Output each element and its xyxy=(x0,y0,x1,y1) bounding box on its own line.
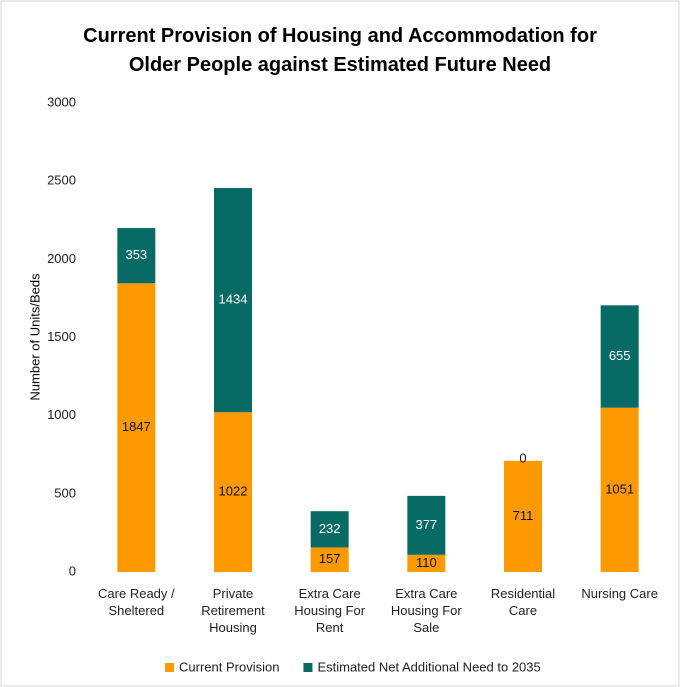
data-label: 711 xyxy=(513,508,534,523)
y-tick-label: 0 xyxy=(69,563,76,578)
bar-segment xyxy=(407,554,446,572)
legend-swatch xyxy=(165,663,174,672)
y-axis-label: Number of Units/Beds xyxy=(27,273,42,401)
bar-segment xyxy=(310,547,349,572)
y-tick-label: 2000 xyxy=(47,251,76,266)
data-label: 1051 xyxy=(605,481,634,496)
data-label: 377 xyxy=(415,517,437,532)
chart-title: Current Provision of Housing and Accommo… xyxy=(83,25,597,76)
data-label: 157 xyxy=(319,551,341,566)
data-label: 0 xyxy=(519,450,526,465)
bar-segment xyxy=(504,460,542,572)
bar-segment xyxy=(117,283,156,572)
y-tick-label: 1000 xyxy=(47,407,76,422)
x-tick-label: Extra Care Housing For Sale xyxy=(390,586,462,635)
y-tick-label: 2500 xyxy=(47,173,76,188)
bar-segment xyxy=(407,495,446,555)
legend-swatch xyxy=(303,663,313,672)
bar-segment xyxy=(600,305,639,408)
y-tick-label: 1500 xyxy=(47,329,76,344)
x-tick-label: Extra Care Housing For Rent xyxy=(294,586,366,635)
x-tick-label: Private Retirement Housing xyxy=(201,586,265,635)
data-label: 655 xyxy=(609,348,631,363)
data-label: 110 xyxy=(416,555,437,570)
bar-segment xyxy=(600,407,639,572)
bar-segment xyxy=(117,228,156,284)
bar-segment xyxy=(214,188,252,413)
legend-label: Estimated Net Additional Need to 2035 xyxy=(317,659,540,674)
data-label: 232 xyxy=(319,521,341,536)
x-tick-label: Nursing Care xyxy=(581,586,658,601)
data-label: 1022 xyxy=(219,484,248,499)
y-tick-label: 3000 xyxy=(47,94,76,109)
x-tick-label: Care Ready / Sheltered xyxy=(98,586,175,618)
y-tick-label: 500 xyxy=(54,485,76,500)
legend-label: Current Provision xyxy=(179,659,279,674)
bar-segment xyxy=(310,511,349,548)
data-label: 1847 xyxy=(122,419,151,434)
data-label: 1434 xyxy=(219,292,248,307)
bar-segment xyxy=(214,412,252,572)
x-tick-label: Residential Care xyxy=(490,586,556,618)
data-label: 353 xyxy=(125,247,147,262)
